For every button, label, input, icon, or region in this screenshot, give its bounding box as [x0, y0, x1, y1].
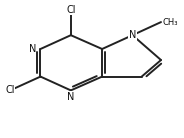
Text: CH₃: CH₃ — [163, 18, 178, 27]
Text: N: N — [29, 44, 36, 54]
Text: Cl: Cl — [5, 85, 15, 95]
Text: Cl: Cl — [66, 5, 76, 15]
Text: N: N — [67, 92, 75, 102]
Text: N: N — [129, 30, 136, 40]
